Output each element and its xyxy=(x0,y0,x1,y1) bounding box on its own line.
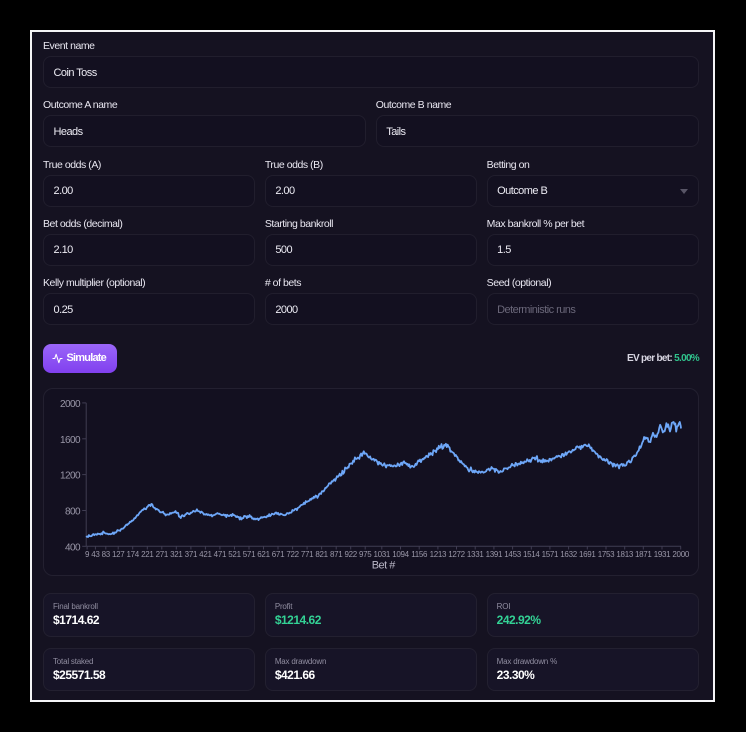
svg-text:922: 922 xyxy=(344,550,357,559)
svg-text:371: 371 xyxy=(185,550,198,559)
svg-text:1331: 1331 xyxy=(467,550,484,559)
svg-text:174: 174 xyxy=(126,550,139,559)
svg-text:2000: 2000 xyxy=(60,399,81,410)
svg-text:1272: 1272 xyxy=(448,550,465,559)
svg-text:521: 521 xyxy=(228,550,241,559)
svg-text:975: 975 xyxy=(359,550,372,559)
svg-text:821: 821 xyxy=(315,550,328,559)
svg-text:1156: 1156 xyxy=(411,550,428,559)
svg-text:1813: 1813 xyxy=(616,550,633,559)
svg-text:1514: 1514 xyxy=(523,550,540,559)
svg-text:621: 621 xyxy=(257,550,270,559)
svg-text:1600: 1600 xyxy=(60,434,81,445)
svg-text:400: 400 xyxy=(65,542,81,553)
svg-text:800: 800 xyxy=(65,506,81,517)
svg-text:1691: 1691 xyxy=(579,550,596,559)
svg-text:127: 127 xyxy=(112,550,125,559)
svg-text:722: 722 xyxy=(286,550,299,559)
svg-text:321: 321 xyxy=(170,550,183,559)
svg-text:771: 771 xyxy=(301,550,314,559)
svg-text:271: 271 xyxy=(156,550,169,559)
svg-text:571: 571 xyxy=(243,550,256,559)
svg-text:1094: 1094 xyxy=(392,550,409,559)
svg-text:1753: 1753 xyxy=(598,550,615,559)
svg-text:871: 871 xyxy=(330,550,343,559)
svg-text:1632: 1632 xyxy=(560,550,577,559)
svg-text:Bet #: Bet # xyxy=(372,559,397,571)
svg-text:1213: 1213 xyxy=(430,550,447,559)
svg-text:1453: 1453 xyxy=(504,550,521,559)
svg-text:1571: 1571 xyxy=(542,550,559,559)
svg-text:43: 43 xyxy=(91,550,100,559)
svg-text:221: 221 xyxy=(141,550,154,559)
svg-text:471: 471 xyxy=(214,550,227,559)
svg-text:1871: 1871 xyxy=(635,550,652,559)
svg-text:9: 9 xyxy=(85,550,90,559)
svg-text:671: 671 xyxy=(272,550,285,559)
svg-text:1391: 1391 xyxy=(486,550,503,559)
svg-text:421: 421 xyxy=(199,550,212,559)
svg-text:1031: 1031 xyxy=(373,550,390,559)
svg-text:2000: 2000 xyxy=(672,550,689,559)
svg-text:1931: 1931 xyxy=(654,550,671,559)
svg-text:83: 83 xyxy=(102,550,111,559)
svg-text:1200: 1200 xyxy=(60,470,81,481)
